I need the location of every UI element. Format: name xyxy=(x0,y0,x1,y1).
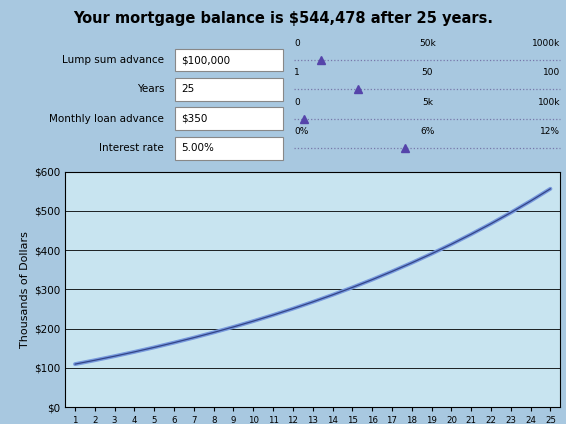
FancyBboxPatch shape xyxy=(175,78,283,101)
Text: Interest rate: Interest rate xyxy=(100,143,164,153)
Text: 1: 1 xyxy=(294,68,300,78)
FancyBboxPatch shape xyxy=(175,137,283,159)
Text: 0: 0 xyxy=(294,98,300,107)
FancyBboxPatch shape xyxy=(175,49,283,71)
Text: 5.00%: 5.00% xyxy=(181,143,214,153)
Text: 50: 50 xyxy=(422,68,433,78)
Text: 5k: 5k xyxy=(422,98,433,107)
Text: 0%: 0% xyxy=(294,127,308,136)
Text: 12%: 12% xyxy=(541,127,560,136)
Text: 6%: 6% xyxy=(420,127,435,136)
Y-axis label: Thousands of Dollars: Thousands of Dollars xyxy=(20,231,30,348)
Text: $100,000: $100,000 xyxy=(181,55,230,65)
Text: Your mortgage balance is $544,478 after 25 years.: Your mortgage balance is $544,478 after … xyxy=(73,11,493,25)
Text: Monthly loan advance: Monthly loan advance xyxy=(49,114,164,124)
Text: 100: 100 xyxy=(543,68,560,78)
Text: $350: $350 xyxy=(181,114,208,124)
Text: 100k: 100k xyxy=(538,98,560,107)
Text: Lump sum advance: Lump sum advance xyxy=(62,55,164,65)
Text: Years: Years xyxy=(136,84,164,95)
Text: 1000k: 1000k xyxy=(532,39,560,48)
Text: 25: 25 xyxy=(181,84,194,95)
Text: 0: 0 xyxy=(294,39,300,48)
Text: 50k: 50k xyxy=(419,39,436,48)
FancyBboxPatch shape xyxy=(175,108,283,130)
